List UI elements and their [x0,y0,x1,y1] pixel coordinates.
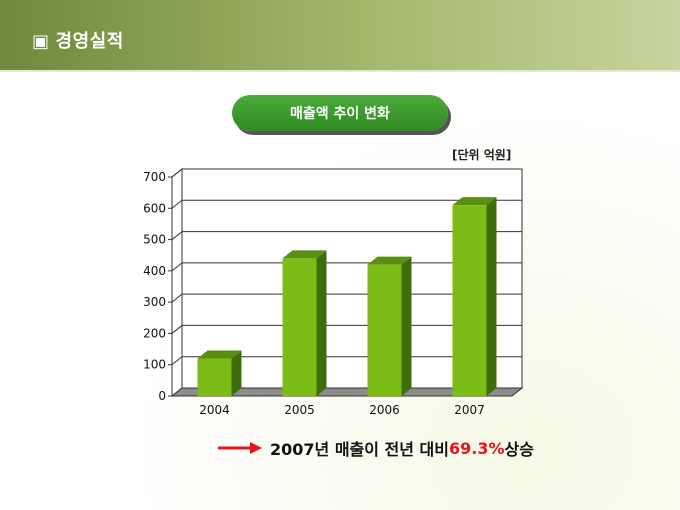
y-tick-label: 200 [143,326,166,340]
y-tick-label: 100 [143,358,166,372]
y-tick-label: 500 [143,233,166,247]
bar-side [401,256,412,396]
bar-top [282,250,327,259]
y-tick-label: 0 [158,389,166,403]
y-tick-label: 600 [143,201,166,215]
x-tick-label: 2007 [454,403,485,417]
gridline [171,231,522,240]
gridline [171,168,522,178]
bar-side [486,197,497,396]
note-prefix: 2007년 매출이 전년 대비 [270,440,450,459]
bar [452,205,487,396]
bar-side [231,350,242,396]
bar-top [367,256,412,265]
chart-left-wall [171,167,183,398]
y-tick-label: 700 [143,170,166,184]
note-suffix: 상승 [504,440,534,459]
chart-title: 매출액 추이 변화 [290,106,390,122]
bar [282,258,317,396]
bar-side [316,250,327,396]
bar-top [452,197,497,206]
square-bullet-icon: ▣ [32,31,50,52]
unit-label: [단위 억원] [452,148,512,162]
note-highlight: 69.3% [449,438,505,458]
right-arrow-icon [218,442,262,454]
x-tick-label: 2005 [284,403,315,417]
bar [197,358,232,396]
page-title: ▣ 경영실적 [32,27,124,53]
page-title-text: 경영실적 [55,31,124,52]
chart-title-pill: 매출액 추이 변화 [232,95,448,131]
bar-top [197,350,242,359]
header-bar: ▣ 경영실적 [0,0,680,72]
gridline [171,199,522,209]
x-tick-label: 2004 [199,403,230,417]
x-tick-label: 2006 [369,403,400,417]
y-tick-label: 300 [143,295,166,309]
y-tick-label: 400 [143,264,166,278]
growth-note: 2007년 매출이 전년 대비 69.3% 상승 [218,436,534,460]
bar [367,264,402,396]
